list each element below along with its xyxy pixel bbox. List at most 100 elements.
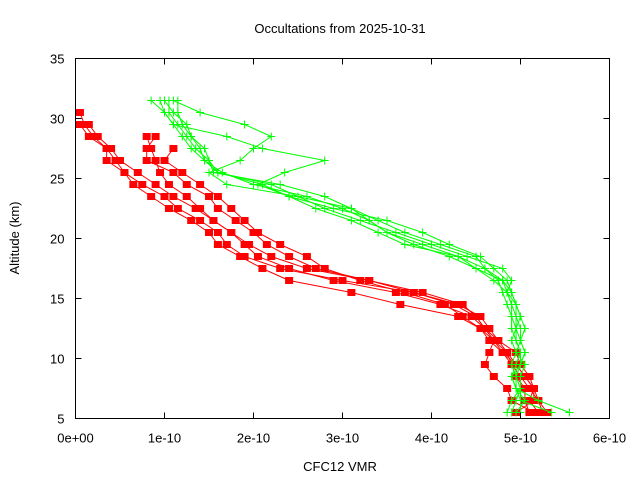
y-tick-label: 25 [50, 172, 64, 187]
data-point-plus [329, 204, 338, 213]
data-point-plus [498, 276, 507, 285]
data-point-square [156, 169, 165, 176]
data-point-plus [236, 156, 245, 165]
data-point-square [80, 121, 89, 128]
data-point-square [160, 157, 169, 164]
y-tick-label: 15 [50, 292, 64, 307]
data-point-plus [445, 240, 454, 249]
data-point-square [485, 349, 494, 356]
data-point-square [111, 157, 120, 164]
data-point-square [182, 181, 191, 188]
data-point-square [391, 289, 400, 296]
data-point-square [418, 289, 427, 296]
data-point-plus [391, 228, 400, 237]
data-point-plus [512, 360, 521, 369]
data-point-square [151, 133, 160, 140]
data-point-plus [507, 312, 516, 321]
data-point-plus [400, 228, 409, 237]
data-point-square [75, 109, 84, 116]
data-point-plus [267, 132, 276, 141]
data-point-square [472, 313, 480, 320]
y-tick-label: 35 [50, 52, 64, 67]
data-point-plus [512, 324, 521, 333]
data-point-square [245, 241, 254, 248]
data-point-plus [169, 96, 178, 105]
data-point-plus [436, 240, 445, 249]
data-point-plus [205, 168, 213, 177]
data-point-plus [565, 408, 574, 417]
plot-frame [75, 58, 610, 419]
data-point-plus [222, 180, 231, 189]
data-point-square [147, 145, 156, 152]
data-point-square [142, 157, 151, 164]
data-point-plus [516, 348, 525, 357]
data-point-square [476, 313, 485, 320]
data-point-plus [280, 168, 289, 177]
data-point-square [480, 361, 489, 368]
data-point-plus [489, 276, 498, 285]
data-point-square [467, 313, 476, 320]
x-axis-label: CFC12 VMR [303, 459, 377, 474]
data-point-square [102, 145, 111, 152]
data-point-plus [320, 192, 329, 201]
data-point-square [347, 289, 356, 296]
data-point-square [356, 277, 365, 284]
data-point-square [222, 241, 231, 248]
data-point-plus [302, 192, 311, 201]
data-point-plus [547, 408, 556, 417]
series-3 [142, 133, 538, 416]
data-point-square [485, 325, 494, 332]
series-line [146, 136, 535, 413]
series-line [177, 100, 552, 413]
data-point-square [196, 205, 205, 212]
data-point-plus [196, 144, 205, 153]
data-point-square [302, 265, 311, 272]
data-point-square [285, 265, 294, 272]
data-point-plus [472, 264, 480, 273]
data-point-square [409, 289, 418, 296]
y-tick-label: 10 [50, 352, 64, 367]
data-point-plus [347, 204, 356, 213]
data-point-plus [445, 252, 454, 261]
data-point-square [440, 301, 449, 308]
data-point-plus [498, 264, 507, 273]
data-point-plus [507, 300, 516, 309]
chart-title: Occultations from 2025-10-31 [254, 21, 425, 36]
data-point-square [485, 337, 494, 344]
data-point-square [454, 301, 463, 308]
data-point-square [138, 181, 147, 188]
data-point-square [458, 301, 467, 308]
data-point-square [525, 409, 534, 416]
data-point-square [253, 229, 262, 236]
data-point-square [285, 253, 294, 260]
data-point-plus [169, 120, 178, 129]
data-point-plus [182, 120, 191, 129]
data-point-plus [489, 264, 498, 273]
data-point-plus [516, 396, 525, 405]
data-point-square [240, 217, 249, 224]
data-point-square [458, 313, 467, 320]
data-point-square [173, 205, 182, 212]
series-0 [75, 109, 534, 416]
data-point-square [538, 409, 547, 416]
data-point-plus [400, 240, 409, 249]
data-point-square [213, 193, 222, 200]
data-point-square [102, 157, 111, 164]
data-point-plus [512, 336, 521, 345]
data-point-plus [507, 372, 516, 381]
x-tick-label: 2e-10 [237, 431, 270, 446]
data-point-square [182, 193, 191, 200]
data-point-square [480, 325, 489, 332]
data-point-plus [200, 156, 209, 165]
data-point-plus [534, 396, 543, 405]
data-point-square [160, 193, 169, 200]
data-point-square [503, 349, 512, 356]
data-point-plus [365, 216, 374, 225]
data-point-plus [454, 252, 463, 261]
data-point-square [400, 289, 409, 296]
data-point-square [120, 169, 129, 176]
data-point-plus [240, 120, 249, 129]
x-tick-label: 3e-10 [326, 431, 359, 446]
data-point-square [436, 301, 445, 308]
